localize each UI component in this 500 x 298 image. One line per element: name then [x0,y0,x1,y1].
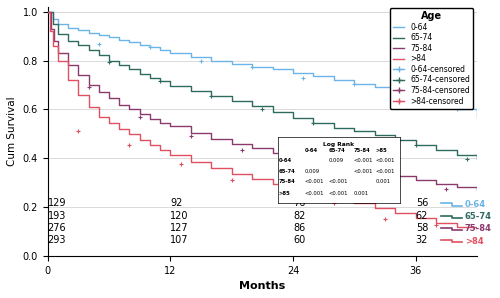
Text: 62: 62 [416,210,428,221]
Text: 193: 193 [48,210,66,221]
Text: >85: >85 [278,191,290,196]
Text: 76: 76 [293,198,306,208]
Text: 0.009: 0.009 [329,158,344,163]
Text: <0.001: <0.001 [304,191,324,196]
Text: <0.001: <0.001 [329,179,348,184]
Text: 92: 92 [170,198,182,208]
Text: <0.001: <0.001 [304,179,324,184]
Text: 0.001: 0.001 [354,191,368,196]
Text: 60: 60 [293,235,306,245]
Text: <0.001: <0.001 [354,169,373,174]
Text: <0.001: <0.001 [376,158,395,163]
Text: 58: 58 [416,223,428,233]
Text: 65-74: 65-74 [278,169,295,174]
Text: 56: 56 [416,198,428,208]
Text: 32: 32 [416,235,428,245]
Text: 0-64: 0-64 [278,158,292,163]
Legend: 0-64, 65-74, 75-84, >84, 0-64-censored, 65-74-censored, 75-84-censored, >84-cens: 0-64, 65-74, 75-84, >84, 0-64-censored, … [390,8,473,108]
Text: 129: 129 [48,198,66,208]
Text: <0.001: <0.001 [376,169,395,174]
Text: 127: 127 [170,223,189,233]
Text: 75-84: 75-84 [278,179,295,184]
Text: Log Rank: Log Rank [323,142,354,147]
Text: 82: 82 [293,210,306,221]
Text: 65-74: 65-74 [329,148,345,153]
Text: 0-64: 0-64 [465,200,486,209]
Text: 276: 276 [48,223,66,233]
Text: 107: 107 [170,235,189,245]
Text: <0.001: <0.001 [329,191,348,196]
Text: 0.009: 0.009 [304,169,320,174]
Y-axis label: Cum Survival: Cum Survival [7,97,17,166]
X-axis label: Months: Months [239,281,286,291]
Text: 86: 86 [293,223,306,233]
Text: 65-74: 65-74 [465,212,492,221]
Text: <0.001: <0.001 [354,158,373,163]
Text: 75-84: 75-84 [354,148,370,153]
Text: 120: 120 [170,210,189,221]
Text: 75-84: 75-84 [465,224,491,233]
Text: 293: 293 [48,235,66,245]
Text: >84: >84 [465,237,483,246]
Text: 0.001: 0.001 [376,179,390,184]
Text: >85: >85 [376,148,387,153]
Text: 0-64: 0-64 [304,148,318,153]
